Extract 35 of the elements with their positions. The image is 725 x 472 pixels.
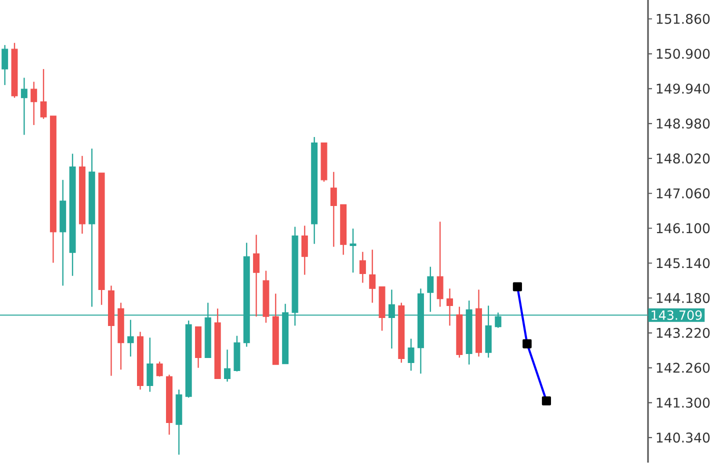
- y-tick-label: 148.020: [656, 153, 710, 164]
- candlestick: [330, 171, 337, 248]
- y-tick-label: 140.340: [656, 432, 710, 443]
- y-tick-label: 145.140: [656, 258, 710, 268]
- candlestick: [2, 44, 8, 86]
- candlestick: [30, 81, 38, 126]
- candlestick: [224, 349, 231, 382]
- candlestick: [301, 225, 308, 276]
- candlestick: [127, 319, 134, 358]
- candlestick: [427, 266, 434, 312]
- candlestick: [446, 288, 453, 326]
- candlestick: [156, 361, 163, 378]
- candlestick: [350, 228, 356, 274]
- y-tick-label: 142.260: [656, 362, 710, 373]
- point: [522, 339, 532, 348]
- candlestick: [369, 249, 376, 304]
- y-tick-label: 144.180: [656, 292, 710, 304]
- y-tick-label: 141.300: [656, 398, 710, 408]
- point: [512, 282, 522, 292]
- candlestick: [253, 234, 260, 318]
- candlestick: [20, 77, 28, 136]
- ref-line-label: 143.709: [652, 310, 702, 320]
- candlestick: [436, 221, 444, 308]
- candlestick: [359, 251, 366, 284]
- candlestick: [40, 68, 47, 120]
- y-tick-label: 150.900: [656, 48, 710, 59]
- y-tick-label: 149.940: [656, 84, 710, 94]
- point: [542, 396, 551, 406]
- y-tick-label: 147.060: [656, 188, 710, 198]
- y-tick-label: 151.860: [656, 14, 710, 24]
- y-tick-label: 146.100: [656, 223, 710, 234]
- y-tick-label: 143.220: [656, 328, 710, 338]
- candlestick: [146, 337, 154, 392]
- candlestick: [408, 338, 414, 372]
- y-tick-label: 148.980: [656, 118, 710, 129]
